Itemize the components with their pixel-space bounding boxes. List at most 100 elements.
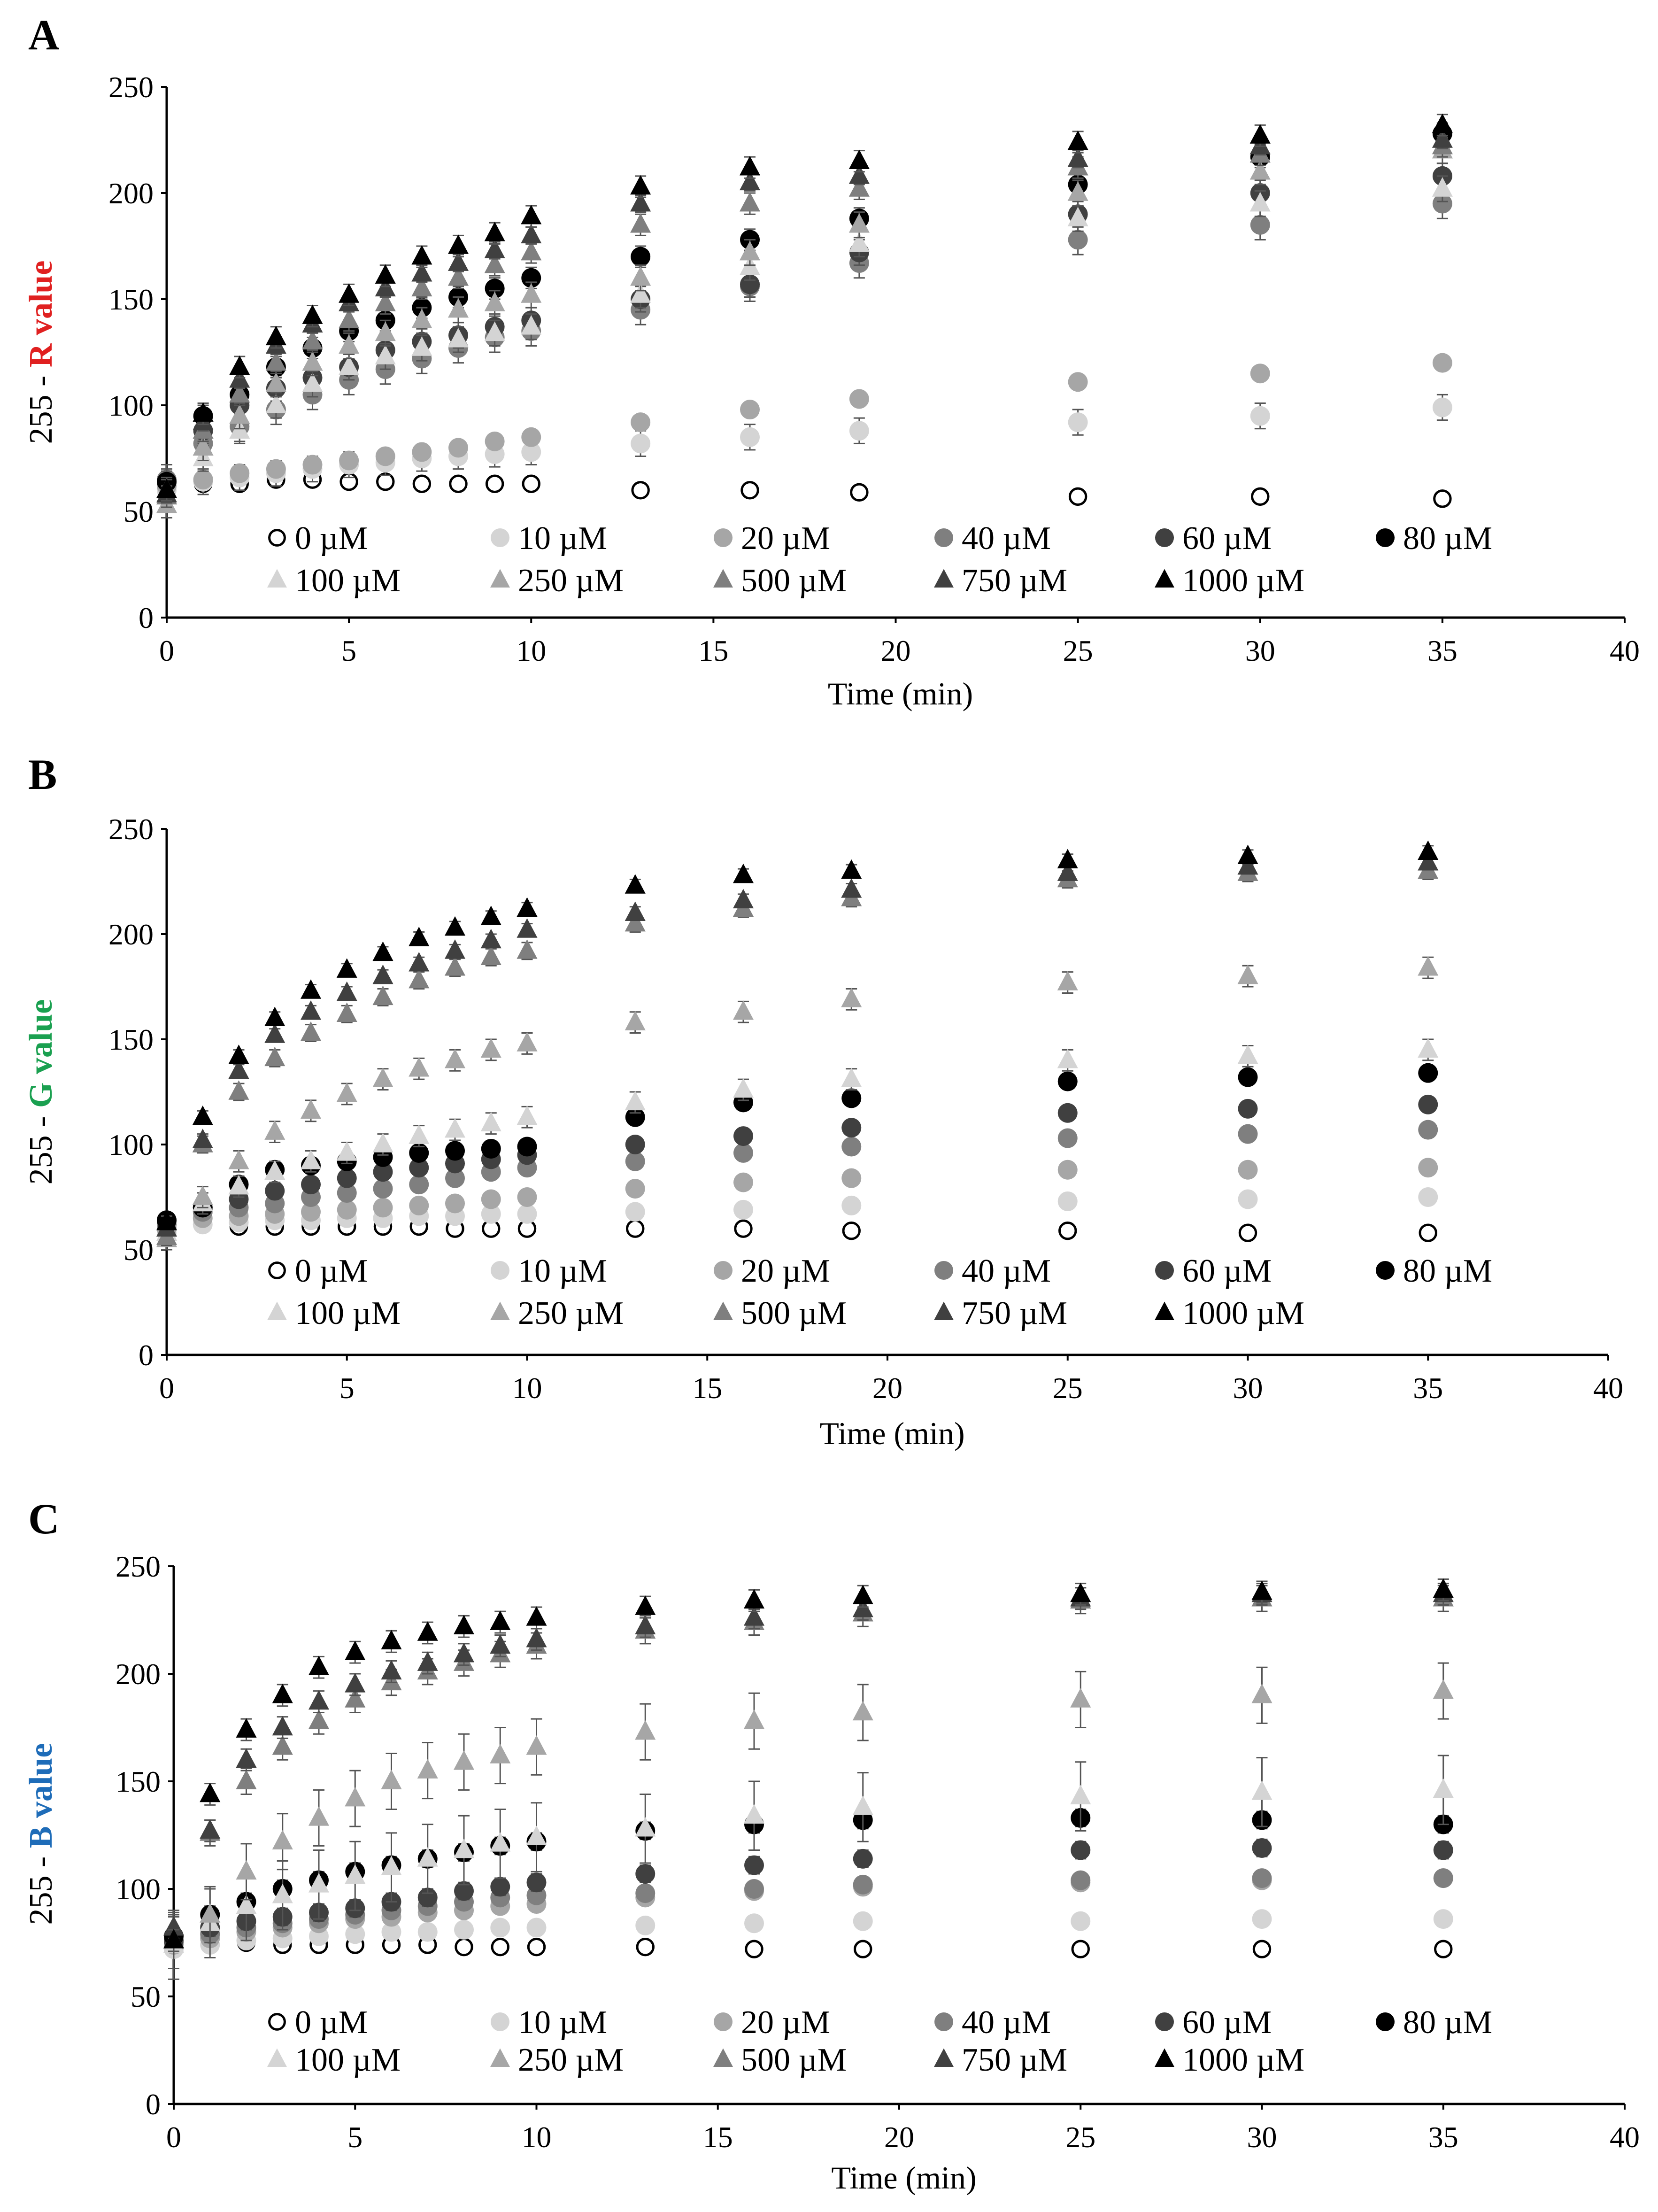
y-tick-label: 200 xyxy=(108,918,154,951)
data-point xyxy=(308,1709,330,1729)
data-point xyxy=(163,1929,185,1949)
data-point xyxy=(381,1922,401,1942)
legend-label: 20 µM xyxy=(741,520,830,557)
x-tick-label: 35 xyxy=(1428,2120,1458,2154)
data-point xyxy=(1432,353,1452,373)
legend-marker xyxy=(1155,2048,1174,2067)
data-point xyxy=(308,1690,330,1710)
data-point xyxy=(1067,147,1088,167)
x-axis-title: Time (min) xyxy=(819,1415,964,1451)
data-point xyxy=(381,1630,402,1650)
data-point xyxy=(635,1883,655,1903)
legend-label: 750 µM xyxy=(962,1295,1067,1331)
data-point xyxy=(373,1198,393,1218)
y-tick-label: 50 xyxy=(131,1980,161,2013)
data-point xyxy=(411,336,432,356)
data-point xyxy=(850,483,869,502)
x-tick-label: 35 xyxy=(1427,634,1457,667)
data-point xyxy=(1249,124,1271,144)
data-point xyxy=(1252,1909,1272,1929)
legend-label: 100 µM xyxy=(295,1295,401,1331)
series-250-m xyxy=(156,956,1439,1251)
series-250-m xyxy=(156,137,1453,519)
data-point xyxy=(228,1080,249,1100)
data-point xyxy=(447,234,469,254)
data-point xyxy=(849,389,869,409)
data-point xyxy=(635,1720,656,1740)
data-point xyxy=(336,981,357,1001)
data-point xyxy=(625,1107,645,1127)
data-point xyxy=(1071,1940,1090,1958)
data-point xyxy=(848,177,870,197)
data-point xyxy=(409,1124,430,1144)
data-point xyxy=(522,474,540,493)
legend-marker xyxy=(934,528,953,547)
data-point xyxy=(1238,1067,1258,1087)
data-point xyxy=(336,1082,357,1102)
x-axis-title: Time (min) xyxy=(828,676,973,712)
data-point xyxy=(733,1126,753,1146)
legend-label: 20 µM xyxy=(741,1253,830,1289)
data-point xyxy=(302,372,323,392)
y-tick-label: 50 xyxy=(123,495,154,528)
data-point xyxy=(739,192,761,212)
data-point xyxy=(345,1864,366,1884)
data-point xyxy=(841,1137,862,1157)
data-point xyxy=(445,1141,465,1161)
data-point xyxy=(1070,1785,1091,1804)
data-point xyxy=(417,1651,438,1671)
data-point xyxy=(301,1202,321,1222)
data-point xyxy=(345,1688,366,1708)
legend: 0 µM 10 µM 20 µM 40 µM 60 µM 80 µM 100 µM 250 µ… xyxy=(267,2004,1492,2078)
data-point xyxy=(272,1684,293,1703)
data-point xyxy=(1238,1124,1258,1144)
series-20-m xyxy=(157,353,1452,496)
data-point xyxy=(625,912,646,932)
data-point xyxy=(1057,1103,1078,1123)
data-point xyxy=(1238,1189,1258,1209)
data-point xyxy=(1418,1094,1438,1114)
data-point xyxy=(480,1112,501,1131)
legend-marker xyxy=(934,569,954,588)
data-point xyxy=(635,1864,655,1884)
x-tick-label: 30 xyxy=(1233,1371,1263,1405)
data-point xyxy=(236,1860,257,1880)
legend-label: 60 µM xyxy=(1182,1253,1272,1289)
legend-marker xyxy=(714,2012,733,2031)
data-point xyxy=(453,1750,475,1770)
data-point xyxy=(265,351,286,371)
data-point xyxy=(841,1067,862,1087)
legend-marker xyxy=(714,528,733,547)
data-point xyxy=(1418,1038,1439,1058)
data-point xyxy=(526,1825,547,1845)
data-point xyxy=(372,964,393,984)
data-point xyxy=(1237,855,1258,875)
x-tick-label: 0 xyxy=(159,634,174,667)
data-point xyxy=(517,939,538,959)
legend-marker xyxy=(1155,1261,1174,1280)
data-point xyxy=(739,170,761,191)
data-point xyxy=(631,412,651,433)
x-tick-label: 10 xyxy=(522,2120,552,2154)
data-point xyxy=(854,1940,872,1958)
data-point xyxy=(308,1655,330,1676)
data-point xyxy=(1067,181,1088,201)
data-point xyxy=(1071,1911,1091,1931)
data-point xyxy=(453,1838,475,1858)
data-point xyxy=(630,175,651,195)
legend-marker xyxy=(934,2048,954,2067)
data-point xyxy=(1068,230,1088,250)
data-point xyxy=(626,1219,645,1238)
data-point xyxy=(447,251,469,271)
x-tick-label: 5 xyxy=(339,1371,355,1405)
data-point xyxy=(409,927,430,946)
data-point xyxy=(375,264,396,284)
data-point xyxy=(521,204,542,224)
data-point xyxy=(631,247,651,267)
data-point xyxy=(409,1143,429,1163)
data-point xyxy=(411,245,432,265)
panel-letter: C xyxy=(28,1495,59,1543)
x-tick-label: 30 xyxy=(1245,634,1275,667)
data-point xyxy=(485,278,505,299)
